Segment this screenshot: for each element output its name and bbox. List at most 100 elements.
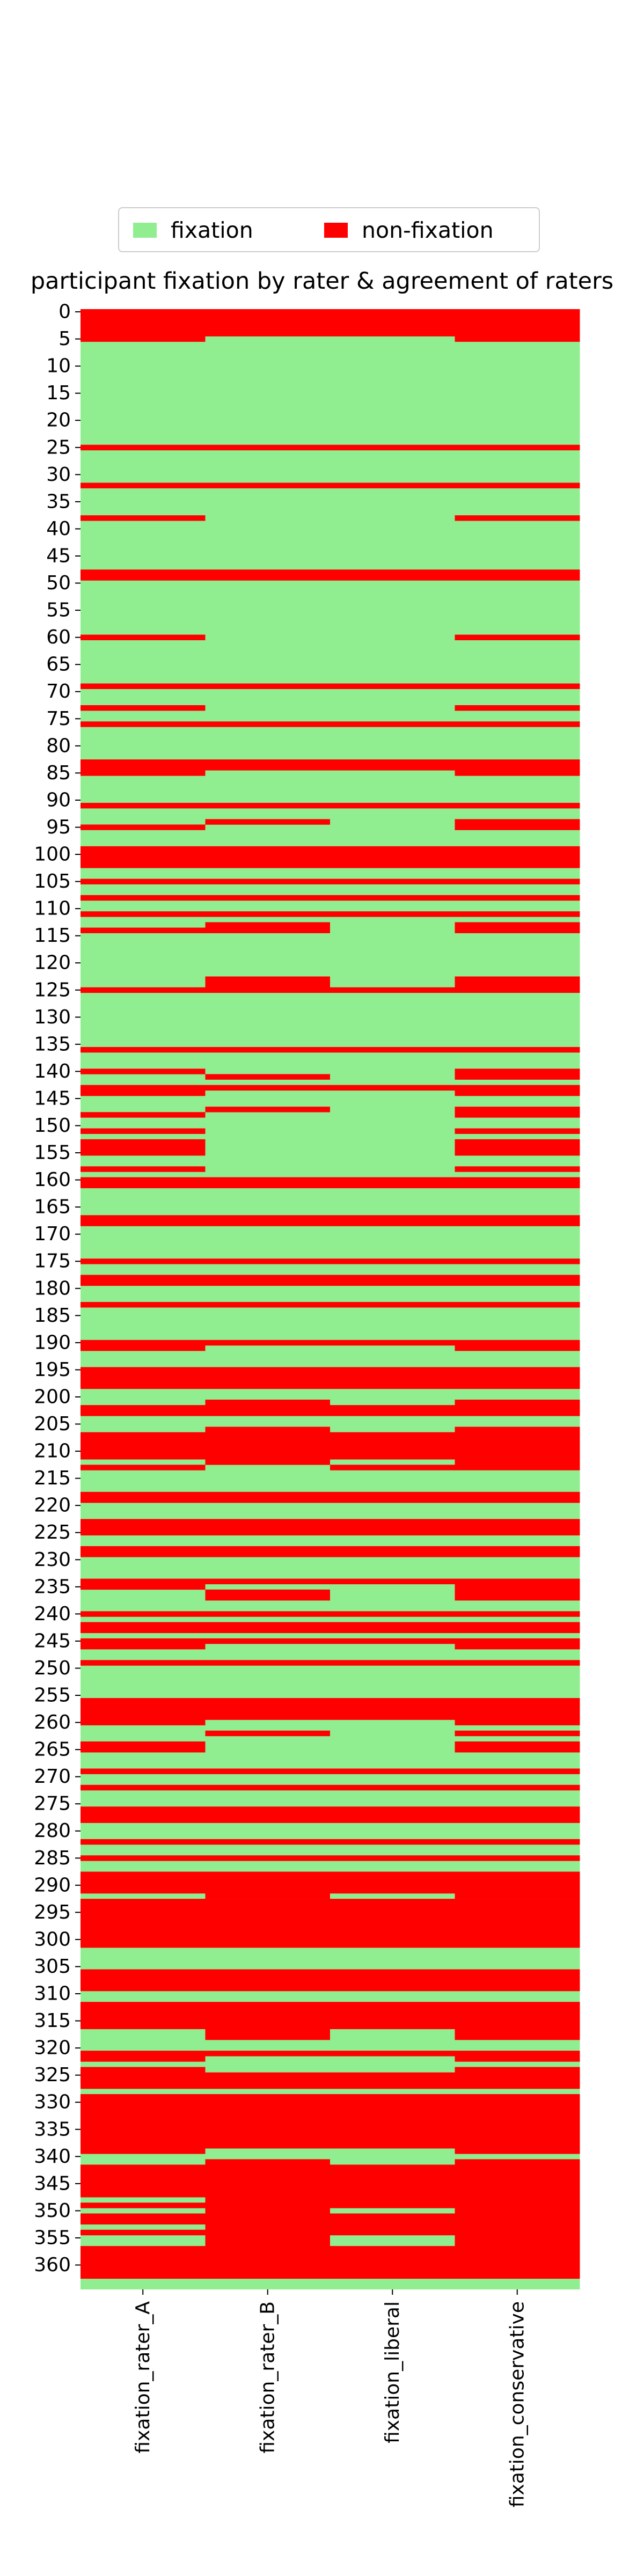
heatmap-cell-non-fixation [455, 1107, 580, 1118]
heatmap-cell-non-fixation [455, 922, 580, 933]
heatmap-cell-non-fixation [80, 2094, 206, 2154]
y-tick-label: 125 [34, 979, 71, 1001]
legend-swatch-non-fixation [324, 223, 348, 238]
heatmap-cell-non-fixation [455, 515, 580, 521]
heatmap-cell-non-fixation [80, 802, 206, 809]
heatmap-cell-non-fixation [455, 1215, 580, 1226]
heatmap-cell-non-fixation [80, 1741, 206, 1753]
y-tick-label: 285 [34, 1847, 71, 1869]
y-tick-label: 15 [46, 382, 71, 404]
heatmap-cell-non-fixation [330, 1899, 455, 1948]
heatmap-cell-non-fixation [205, 1638, 331, 1644]
heatmap-cell-non-fixation [205, 1784, 331, 1791]
y-tick-label: 135 [34, 1033, 71, 1055]
heatmap-cell-non-fixation [330, 1578, 455, 1585]
heatmap-cell-non-fixation [205, 482, 331, 488]
y-tick-label: 280 [34, 1820, 71, 1842]
heatmap-cell-non-fixation [330, 569, 455, 581]
y-tick-label: 170 [34, 1223, 71, 1245]
y-tick-label: 10 [46, 355, 71, 377]
heatmap-cell-non-fixation [455, 482, 580, 488]
heatmap-cell-non-fixation [455, 1660, 580, 1666]
heatmap-cell-non-fixation [205, 2159, 331, 2279]
heatmap-cell-non-fixation [205, 922, 331, 933]
heatmap-cell-non-fixation [205, 444, 331, 451]
heatmap-cell-non-fixation [205, 1400, 331, 1416]
heatmap-cell-non-fixation [330, 1839, 455, 1845]
heatmap-cell-non-fixation [80, 895, 206, 901]
heatmap-cell-non-fixation [455, 1367, 580, 1389]
heatmap-cell-non-fixation [330, 1215, 455, 1226]
heatmap-cell-non-fixation [455, 2094, 580, 2154]
heatmap-cell-non-fixation [205, 1578, 331, 1585]
heatmap-cell-non-fixation [80, 1855, 206, 1861]
y-tick-label: 175 [34, 1250, 71, 1272]
heatmap-cell-non-fixation [455, 634, 580, 640]
heatmap-cell-non-fixation [205, 1969, 331, 1992]
y-tick-label: 205 [34, 1413, 71, 1435]
y-tick-label: 0 [58, 301, 71, 323]
heatmap-cell-non-fixation [205, 759, 331, 771]
heatmap-cell-non-fixation [80, 1698, 206, 1725]
heatmap-cell-non-fixation [80, 1871, 206, 1894]
heatmap-cell-non-fixation [205, 976, 331, 993]
heatmap-cell-non-fixation [205, 879, 331, 884]
heatmap-cell-non-fixation [205, 1839, 331, 1845]
heatmap-cell-non-fixation [330, 1085, 455, 1091]
heatmap-cell-non-fixation [205, 1899, 331, 1948]
heatmap-cell-non-fixation [205, 1275, 331, 1286]
heatmap-cell-non-fixation [80, 1806, 206, 1823]
y-tick-label: 185 [34, 1305, 71, 1327]
heatmap-cell-non-fixation [330, 1855, 455, 1861]
y-tick-label: 235 [34, 1576, 71, 1598]
heatmap-cell-non-fixation [455, 1899, 580, 1948]
heatmap-cell-non-fixation [330, 1491, 455, 1503]
heatmap-cell-non-fixation [455, 1519, 580, 1536]
y-tick-label: 260 [34, 1711, 71, 1733]
heatmap-cell-non-fixation [330, 1660, 455, 1666]
heatmap-cell-non-fixation [80, 2213, 206, 2224]
y-tick-label: 130 [34, 1006, 71, 1028]
y-tick-label: 270 [34, 1766, 71, 1788]
heatmap-cell-non-fixation [80, 1491, 206, 1503]
heatmap-cell-non-fixation [205, 1426, 331, 1465]
y-tick-label: 355 [34, 2227, 71, 2249]
heatmap-cell-non-fixation [455, 1638, 580, 1650]
heatmap-cell-non-fixation [455, 2159, 580, 2279]
x-tick-label: fixation_conservative [506, 2301, 528, 2507]
y-tick-label: 150 [34, 1115, 71, 1137]
heatmap-cell-non-fixation [80, 2229, 206, 2236]
heatmap-column-fixation_rater_B [205, 309, 331, 2289]
y-tick-label: 55 [46, 599, 71, 621]
heatmap-cell-non-fixation [80, 759, 206, 776]
heatmap-cell-non-fixation [205, 1367, 331, 1389]
heatmap-cell-non-fixation [330, 1367, 455, 1389]
heatmap-cell-non-fixation [330, 2094, 455, 2149]
heatmap-cell-non-fixation [330, 1465, 455, 1470]
heatmap-cell-non-fixation [330, 683, 455, 689]
heatmap-cell-non-fixation [80, 1432, 206, 1460]
heatmap-cell-non-fixation [80, 1166, 206, 1172]
heatmap-cell-non-fixation [205, 1074, 331, 1080]
heatmap-cell-non-fixation [205, 819, 331, 825]
heatmap-cell-non-fixation [330, 1871, 455, 1894]
heatmap-cell-non-fixation [205, 895, 331, 901]
heatmap-cell-non-fixation [80, 1578, 206, 1590]
legend: fixation non-fixation [118, 207, 540, 252]
heatmap-cell-non-fixation [80, 1128, 206, 1134]
heatmap-cell-non-fixation [330, 802, 455, 809]
chart-title: participant fixation by rater & agreemen… [30, 268, 614, 295]
y-tick-label: 255 [34, 1685, 71, 1707]
legend-swatch-fixation [133, 223, 157, 238]
heatmap-cell-non-fixation [330, 1046, 455, 1053]
y-tick-label: 5 [58, 328, 71, 350]
heatmap-cell-non-fixation [330, 1768, 455, 1774]
heatmap-cell-non-fixation [80, 569, 206, 581]
heatmap-cell-non-fixation [205, 1340, 331, 1346]
y-tick-label: 210 [34, 1440, 71, 1462]
heatmap-cell-non-fixation [80, 683, 206, 689]
heatmap-cell-non-fixation [205, 1177, 331, 1189]
heatmap-cell-non-fixation [330, 1177, 455, 1189]
heatmap-cell-non-fixation [455, 1069, 580, 1080]
y-tick-label: 40 [46, 518, 71, 540]
